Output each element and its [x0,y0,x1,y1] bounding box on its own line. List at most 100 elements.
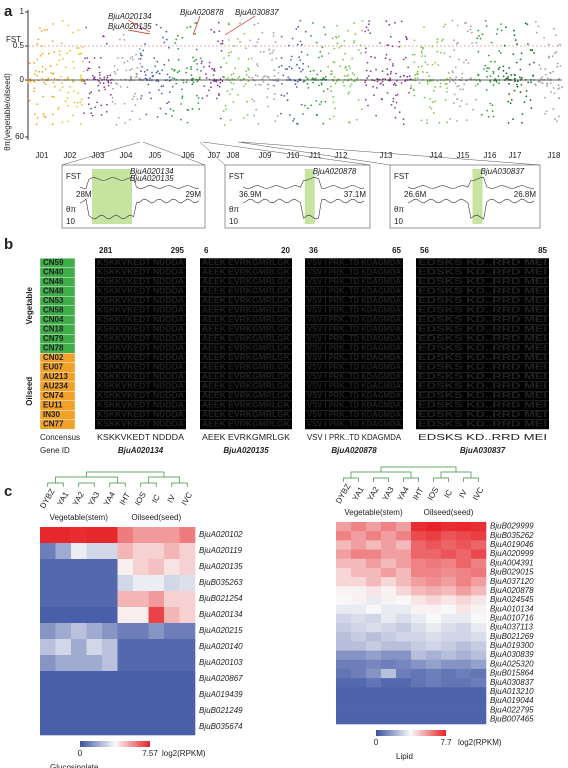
point [531,49,533,52]
point [337,35,340,38]
gene-label: BjuA037120 [490,577,534,586]
heatmap-cell [366,540,382,550]
heatmap-cell [411,659,427,670]
point [510,74,513,76]
heatmap-cell [381,714,397,725]
point [530,107,533,110]
heatmap-cell [441,522,457,532]
chromosome-label: J18 [548,151,561,160]
point [266,75,268,78]
heatmap-cell [411,668,427,679]
point [540,77,543,80]
heatmap-cell [396,522,412,532]
point [29,78,32,80]
heatmap-cell [164,559,180,576]
point [144,43,147,45]
point [177,48,180,50]
point [302,68,304,71]
point [220,42,223,45]
point [149,77,152,80]
point [364,81,366,84]
point [47,52,50,55]
point [330,90,332,93]
point [208,89,210,92]
point [465,59,468,62]
point [221,80,224,82]
point [327,52,330,55]
point [192,81,195,84]
heatmap-cell [148,623,165,640]
heatmap-cell [336,522,352,532]
dendrogram [47,471,188,487]
point [267,87,270,90]
heatmap-cell [396,650,412,661]
point [390,104,393,106]
point [196,63,198,65]
point [477,29,480,32]
point [557,44,559,47]
point [413,94,416,97]
heatmap-cell [441,632,457,642]
point [144,77,147,80]
alignment-sequence: KSKKVKEDT NDDDA [97,287,184,296]
alignment-sequence: AEEK EVRKGMRLGK [202,372,290,381]
heatmap-cell [336,687,352,697]
y-tick-label: 60 [15,132,24,141]
y-tick-label: 10 [229,217,238,226]
sample-label: CN18 [43,325,64,334]
point [418,82,421,84]
alignment-sequence: VSV I PRK..TD KDAGMDA [307,277,401,286]
heatmap-cell [71,623,87,640]
point [140,70,142,73]
heatmap-title: Lipid [396,752,413,761]
point [177,58,180,61]
heatmap-cell [133,687,149,704]
annotation: BjuA030837 [235,8,279,17]
heatmap-cell [179,607,196,624]
point [38,70,41,73]
point [105,110,108,113]
point [489,102,492,105]
point [156,116,159,118]
point [35,123,38,126]
point [122,33,125,36]
heatmap-cell [426,567,442,578]
heatmap-cell [441,586,457,596]
point [343,40,346,42]
heatmap-cell [117,575,134,592]
point [557,97,560,100]
gene-label: BjuB021254 [199,594,243,603]
heatmap-cell [40,623,56,640]
heatmap-cell [396,632,412,642]
sample-label: DYBZ [38,487,57,510]
heatmap-cell [366,641,382,651]
heatmap-cell [411,558,427,569]
point [319,50,322,53]
heatmap-cell [86,543,103,560]
point [402,118,405,120]
point [276,115,279,117]
heatmap-cell [471,623,487,633]
heatmap-cell [471,577,487,587]
point [347,92,350,95]
heatmap-cell [411,604,427,615]
point [98,80,100,82]
chromosome-label: J14 [430,151,443,160]
point [519,68,522,71]
fst-trace [242,177,365,189]
point [87,103,90,106]
point [143,70,146,73]
heatmap-cell [426,659,442,670]
sample-label: CN79 [43,334,64,343]
heatmap-cell [426,604,442,615]
alignment-sequence: VSV I PRK..TD KDAGMDA [307,420,401,429]
point [485,89,488,91]
alignment-sequence: AEEK EVRKGMRLGK [202,401,290,410]
heatmap-cell [351,549,367,560]
point [347,29,349,32]
point [459,105,461,108]
heatmap-cell [133,543,149,560]
point [525,90,528,92]
point [256,75,259,77]
group-label: Oilseed(seed) [424,508,474,517]
